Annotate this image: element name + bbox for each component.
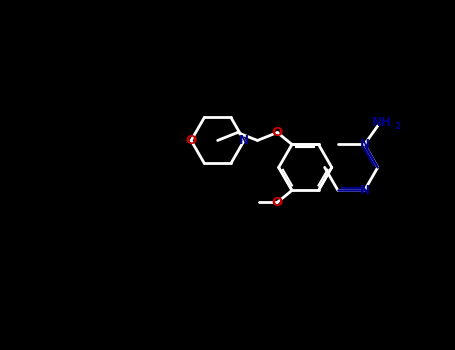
- Text: N: N: [239, 134, 249, 147]
- Text: N: N: [359, 138, 369, 151]
- Text: O: O: [186, 134, 197, 147]
- Text: N: N: [359, 184, 369, 197]
- Text: 2: 2: [394, 122, 400, 131]
- Text: O: O: [272, 126, 283, 139]
- Text: NH: NH: [372, 116, 392, 128]
- Text: O: O: [272, 196, 283, 209]
